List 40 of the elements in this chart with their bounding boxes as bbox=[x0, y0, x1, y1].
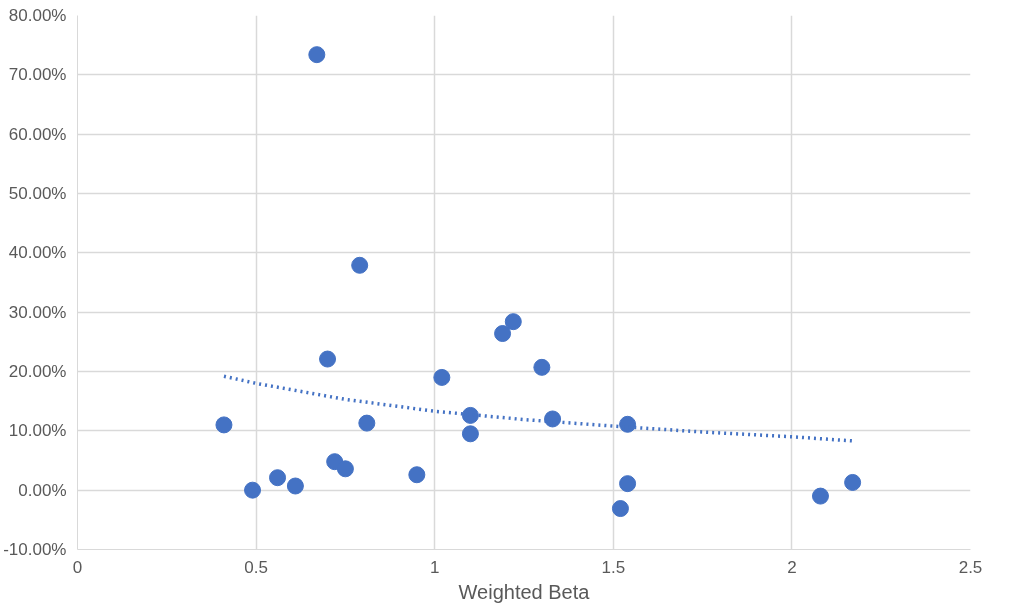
y-tick-label: 80.00% bbox=[8, 6, 67, 25]
x-tick-label: 1.5 bbox=[601, 557, 626, 577]
point bbox=[461, 406, 479, 424]
x-tick-label: 0 bbox=[72, 557, 83, 577]
point bbox=[619, 415, 637, 433]
y-tick-label: 30.00% bbox=[8, 302, 67, 322]
point bbox=[308, 46, 326, 64]
point bbox=[461, 425, 479, 443]
x-tick-label: 1 bbox=[429, 557, 440, 577]
y-tick-label: 10.00% bbox=[8, 421, 67, 441]
y-tick-label: 20.00% bbox=[8, 362, 67, 381]
point bbox=[544, 410, 562, 428]
point bbox=[351, 256, 369, 274]
point bbox=[319, 350, 337, 368]
point bbox=[619, 475, 637, 493]
y-tick-label: -10.00% bbox=[3, 540, 67, 559]
point bbox=[269, 469, 287, 487]
y-tick-label: 60.00% bbox=[8, 124, 67, 144]
point bbox=[358, 414, 376, 432]
point bbox=[408, 466, 426, 484]
x-tick-label: 2 bbox=[787, 557, 797, 577]
x-tick-label: 0.5 bbox=[244, 557, 268, 577]
x-tick-label: 2.5 bbox=[958, 557, 983, 577]
x-axis-title: Weighted Beta bbox=[458, 580, 591, 603]
point bbox=[504, 313, 522, 331]
y-tick-label: 70.00% bbox=[8, 65, 67, 85]
point bbox=[844, 473, 862, 491]
point bbox=[433, 368, 451, 386]
point bbox=[494, 325, 512, 343]
y-tick-label: 50.00% bbox=[8, 184, 67, 203]
point bbox=[611, 500, 629, 518]
point bbox=[336, 460, 354, 478]
point bbox=[244, 481, 262, 499]
y-tick-label: 0.00% bbox=[18, 480, 67, 500]
point bbox=[811, 487, 829, 505]
y-tick-label: 40.00% bbox=[8, 243, 67, 263]
point bbox=[215, 416, 233, 434]
line-series bbox=[222, 374, 855, 443]
point bbox=[286, 477, 304, 495]
point bbox=[533, 358, 551, 376]
